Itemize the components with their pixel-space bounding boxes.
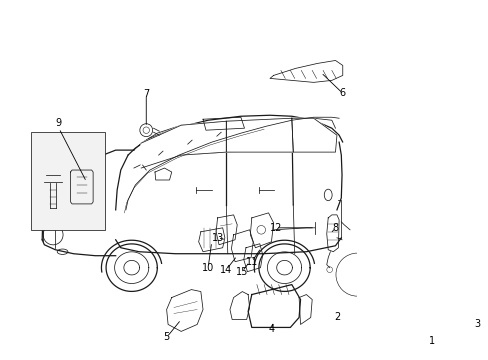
Text: 6: 6 [339,88,345,98]
Text: 9: 9 [56,118,62,128]
Circle shape [140,124,152,137]
Circle shape [349,267,365,283]
Ellipse shape [57,249,68,255]
Ellipse shape [324,189,331,201]
Polygon shape [226,118,293,152]
Text: 4: 4 [268,324,274,334]
Text: 7: 7 [143,89,149,99]
Circle shape [344,262,369,287]
Circle shape [43,225,63,245]
Circle shape [326,267,332,273]
Text: 2: 2 [333,312,339,323]
Polygon shape [141,121,226,168]
Circle shape [335,253,378,296]
Text: 10: 10 [202,263,214,273]
Text: 12: 12 [269,223,282,233]
Text: 15: 15 [236,267,248,276]
Circle shape [257,225,265,234]
Text: 3: 3 [473,319,480,329]
Circle shape [435,284,455,305]
Text: 1: 1 [427,336,434,346]
Text: 14: 14 [220,265,232,275]
Circle shape [340,257,374,292]
Text: 13: 13 [211,233,223,243]
Text: 8: 8 [332,223,338,233]
Bar [31,132,104,230]
Text: 11: 11 [245,257,257,267]
Polygon shape [291,118,336,152]
Text: 5: 5 [163,332,169,342]
Circle shape [143,127,149,134]
